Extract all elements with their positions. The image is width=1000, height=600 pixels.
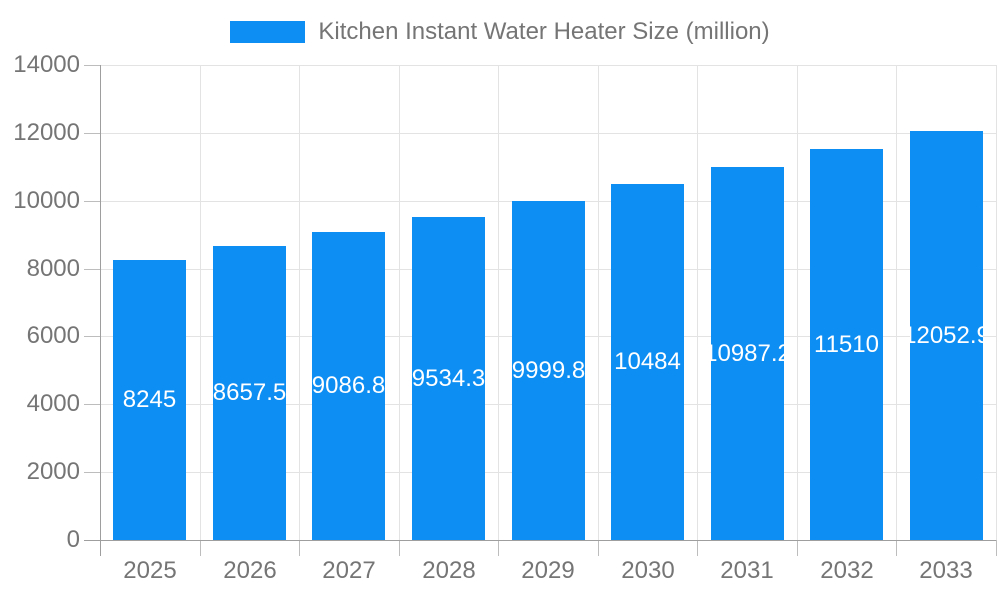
bar: 8657.5 [213, 246, 286, 540]
v-gridline [896, 65, 897, 540]
v-gridline [598, 65, 599, 540]
v-gridline [996, 65, 997, 540]
bar: 10484 [611, 184, 684, 540]
y-tick [84, 201, 100, 202]
x-tick-label: 2028 [422, 557, 476, 584]
v-gridline [697, 65, 698, 540]
y-tick-label: 0 [66, 526, 80, 553]
h-gridline [100, 133, 996, 134]
bar-value-label: 8245 [122, 386, 177, 413]
bar: 12052.9 [910, 131, 983, 540]
bar-value-label: 11510 [814, 330, 879, 358]
y-tick-label: 2000 [26, 458, 80, 485]
bar: 9534.3 [412, 217, 485, 540]
legend-label[interactable]: Kitchen Instant Water Heater Size (milli… [318, 18, 770, 45]
bar: 9086.8 [312, 232, 385, 540]
x-tick [697, 540, 698, 556]
v-gridline [200, 65, 201, 540]
x-tick-label: 2030 [621, 557, 675, 584]
y-tick [84, 269, 100, 270]
y-axis-line [100, 65, 101, 556]
y-tick-label: 10000 [13, 187, 80, 214]
y-tick-label: 4000 [26, 390, 80, 417]
y-tick [84, 133, 100, 134]
bar-value-label: 10484 [614, 348, 681, 375]
bar: 8245 [113, 260, 186, 540]
legend-swatch[interactable] [230, 21, 306, 43]
v-gridline [399, 65, 400, 540]
bar: 10987.2 [711, 167, 784, 540]
y-tick [84, 336, 100, 337]
y-tick [84, 404, 100, 405]
bar: 9999.8 [512, 201, 585, 540]
x-tick [996, 540, 997, 556]
x-tick [200, 540, 201, 556]
v-gridline [498, 65, 499, 540]
x-tick-label: 2026 [223, 557, 277, 584]
bar-value-label: 10987.2 [711, 339, 784, 367]
y-tick-label: 12000 [13, 119, 80, 146]
h-gridline [100, 65, 996, 66]
bar-value-label: 8657.5 [213, 379, 286, 406]
bar-value-label: 9999.8 [512, 356, 585, 384]
y-tick [84, 65, 100, 66]
x-axis-line [84, 540, 996, 541]
y-tick-label: 6000 [26, 322, 80, 349]
y-tick [84, 472, 100, 473]
x-tick [598, 540, 599, 556]
x-tick-label: 2033 [919, 557, 973, 584]
x-tick [896, 540, 897, 556]
x-tick-label: 2025 [123, 557, 177, 584]
x-tick [498, 540, 499, 556]
x-tick-label: 2031 [720, 557, 774, 584]
x-tick-label: 2029 [521, 557, 575, 584]
bar: 11510 [810, 149, 883, 540]
bar-value-label: 12052.9 [910, 321, 983, 349]
y-tick-label: 8000 [26, 255, 80, 282]
x-tick [299, 540, 300, 556]
legend[interactable]: Kitchen Instant Water Heater Size (milli… [0, 20, 1000, 44]
bar-value-label: 9086.8 [312, 372, 385, 399]
v-gridline [797, 65, 798, 540]
x-tick [797, 540, 798, 556]
bar-value-label: 9534.3 [412, 364, 485, 392]
y-tick-label: 14000 [13, 51, 80, 78]
x-tick [399, 540, 400, 556]
v-gridline [299, 65, 300, 540]
x-tick-label: 2032 [820, 557, 874, 584]
x-tick-label: 2027 [322, 557, 376, 584]
